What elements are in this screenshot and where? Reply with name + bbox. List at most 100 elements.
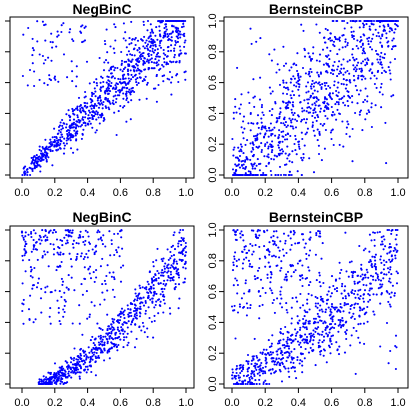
- data-point: [77, 242, 80, 245]
- data-point: [112, 271, 115, 274]
- data-point: [280, 121, 283, 125]
- data-point: [347, 292, 350, 295]
- data-point: [244, 143, 247, 146]
- data-point: [318, 132, 321, 135]
- data-point: [165, 25, 168, 28]
- data-point: [129, 118, 132, 121]
- data-point: [121, 74, 124, 77]
- data-point: [242, 364, 245, 367]
- data-point: [96, 111, 99, 114]
- data-point: [86, 317, 89, 320]
- data-point: [131, 303, 134, 306]
- data-point: [66, 229, 69, 232]
- data-point: [61, 280, 65, 283]
- data-point: [71, 363, 74, 366]
- data-point: [361, 22, 365, 25]
- data-point: [275, 363, 278, 366]
- data-point: [362, 33, 365, 36]
- data-point: [69, 229, 72, 232]
- data-point: [239, 382, 242, 386]
- data-point: [305, 257, 308, 260]
- data-point: [318, 60, 321, 63]
- data-point: [321, 330, 324, 333]
- data-point: [253, 374, 256, 378]
- data-point: [55, 145, 58, 148]
- data-point: [344, 295, 347, 298]
- data-point: [142, 296, 145, 299]
- data-point: [170, 32, 173, 35]
- data-point: [387, 300, 390, 303]
- data-point: [232, 382, 235, 386]
- data-point: [346, 120, 349, 123]
- data-point: [154, 43, 157, 46]
- data-point: [69, 136, 72, 139]
- data-point: [329, 39, 332, 42]
- data-point: [311, 57, 314, 61]
- data-point: [265, 129, 268, 132]
- data-point: [98, 122, 101, 125]
- data-point: [295, 81, 298, 84]
- data-point: [303, 109, 306, 112]
- data-point: [141, 80, 144, 83]
- data-point: [389, 305, 392, 308]
- data-point: [360, 75, 363, 78]
- data-point: [239, 236, 242, 239]
- data-point: [372, 19, 376, 23]
- data-point: [353, 79, 356, 82]
- data-point: [45, 160, 48, 163]
- data-point: [316, 128, 319, 131]
- data-point: [295, 119, 299, 123]
- data-point: [387, 66, 390, 69]
- data-point: [115, 82, 118, 85]
- data-point: [31, 287, 34, 290]
- data-point: [252, 173, 255, 177]
- data-point: [295, 296, 298, 299]
- data-point: [242, 380, 245, 383]
- data-point: [125, 94, 128, 97]
- data-point: [61, 369, 64, 372]
- data-point: [152, 31, 155, 34]
- data-point: [265, 382, 268, 386]
- data-point: [69, 139, 72, 142]
- data-point: [53, 140, 56, 143]
- data-point: [264, 291, 267, 294]
- data-point: [105, 106, 108, 109]
- data-point: [294, 338, 297, 341]
- data-point: [127, 58, 130, 61]
- data-point: [161, 260, 164, 263]
- data-point: [378, 230, 381, 234]
- data-point: [291, 118, 294, 121]
- data-point: [84, 90, 87, 94]
- data-point: [285, 340, 288, 343]
- data-point: [163, 31, 166, 34]
- data-point: [91, 117, 94, 121]
- data-point: [357, 93, 361, 96]
- data-point: [387, 228, 391, 232]
- data-point: [264, 265, 267, 268]
- data-point: [116, 337, 119, 340]
- data-point: [28, 166, 31, 169]
- data-point: [254, 233, 257, 236]
- data-point: [335, 290, 339, 293]
- data-point: [55, 238, 59, 241]
- data-point: [361, 52, 364, 55]
- data-point: [277, 146, 281, 149]
- data-point: [95, 110, 98, 113]
- data-point: [345, 332, 348, 335]
- data-point: [154, 49, 157, 52]
- data-point: [293, 348, 296, 351]
- data-point: [161, 269, 164, 272]
- data-point: [157, 282, 160, 286]
- data-point: [306, 342, 309, 345]
- data-point: [152, 51, 155, 54]
- x-tick-label: 0.4: [80, 397, 95, 409]
- data-point: [70, 276, 73, 279]
- data-point: [299, 359, 302, 362]
- data-point: [44, 234, 47, 237]
- data-point: [71, 38, 74, 41]
- data-point: [352, 64, 355, 67]
- data-point: [60, 295, 63, 299]
- data-point: [259, 369, 262, 372]
- data-point: [157, 312, 160, 315]
- data-point: [146, 327, 149, 330]
